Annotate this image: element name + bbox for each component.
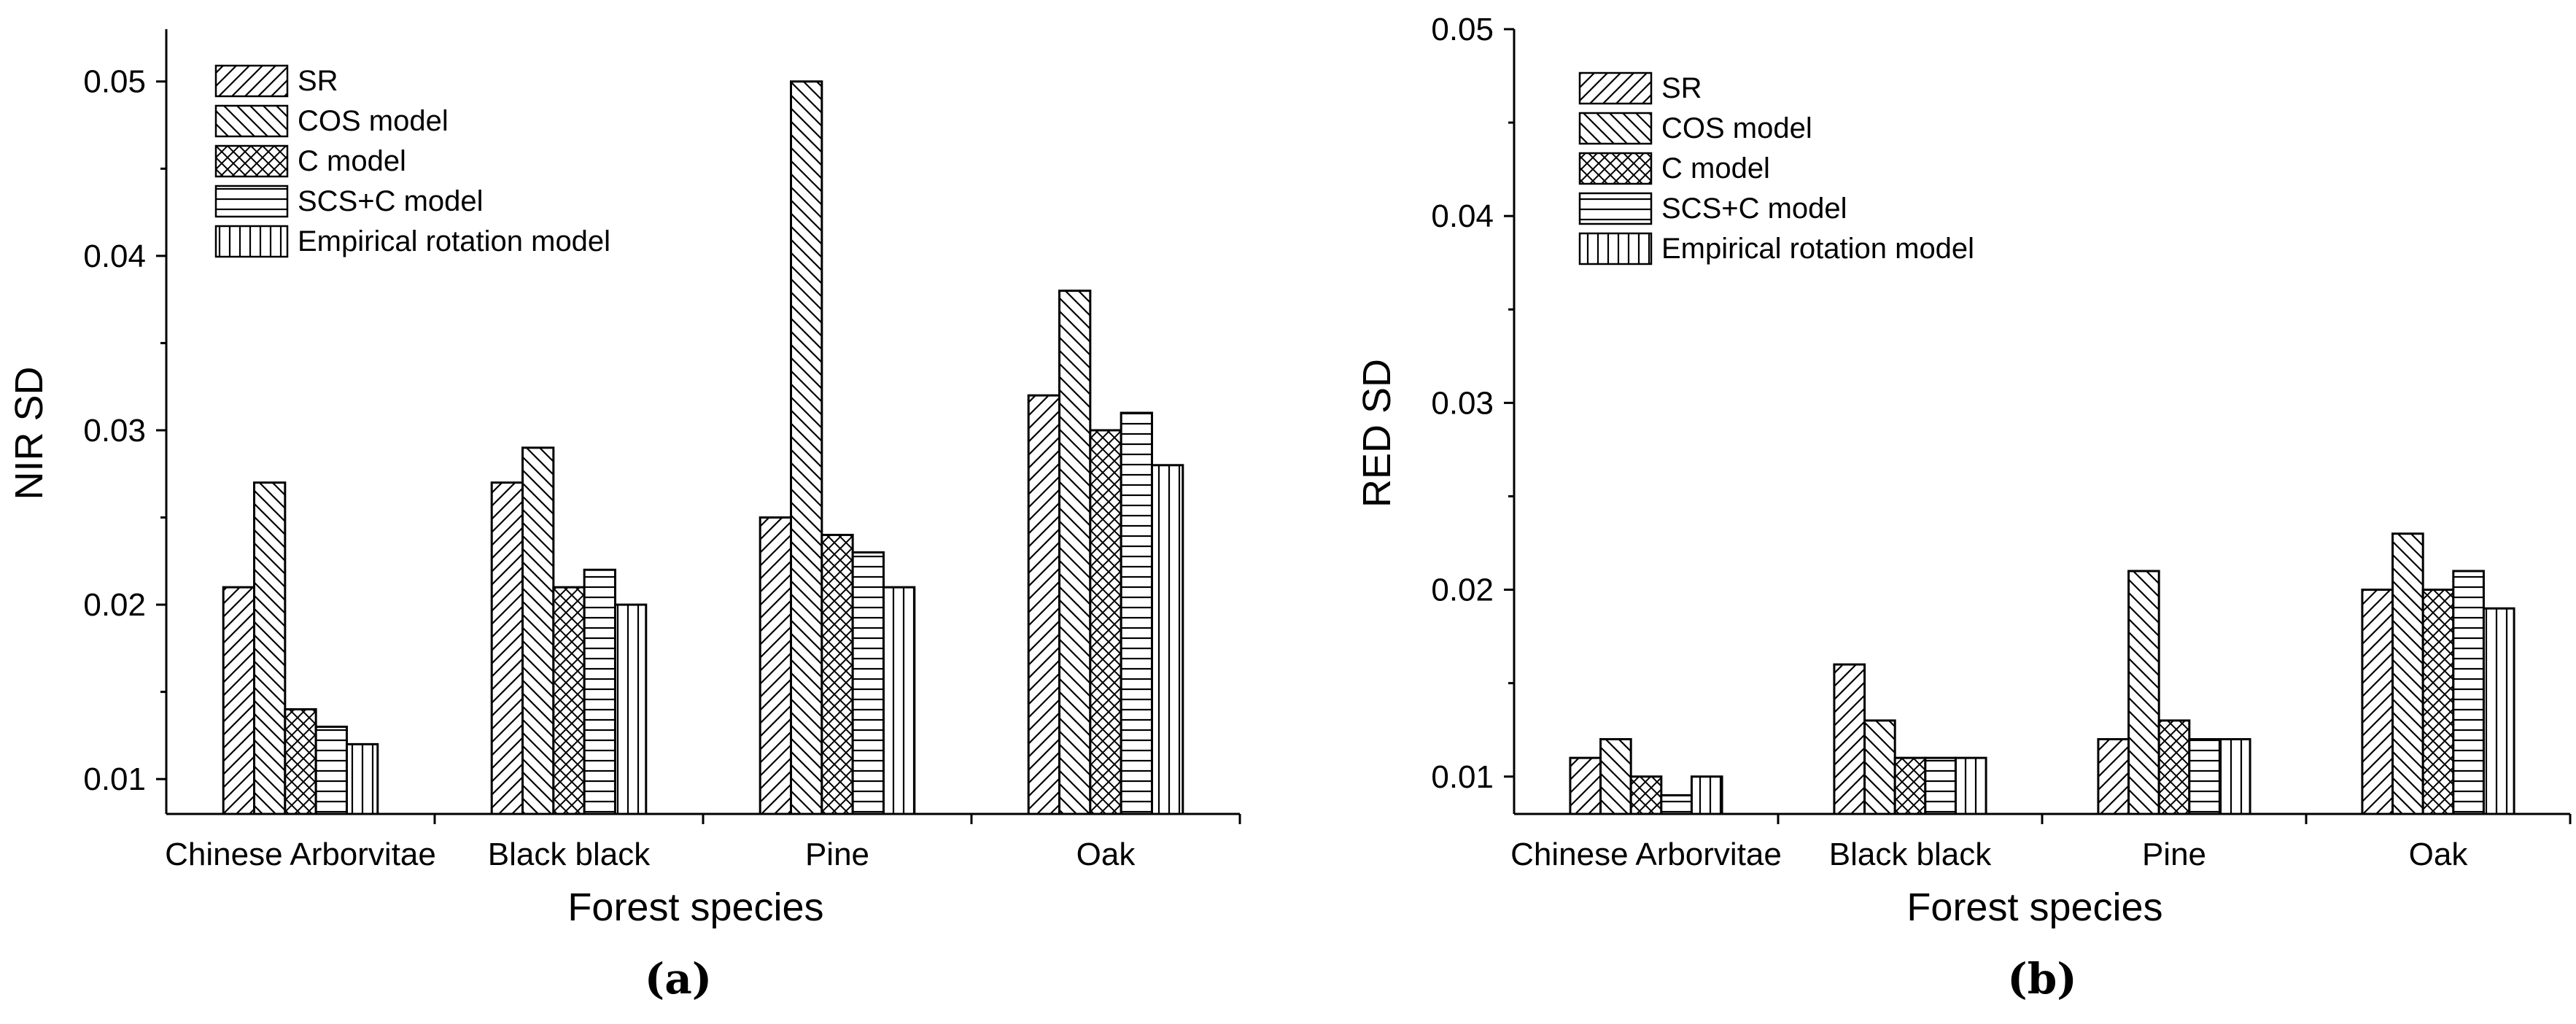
bar-cross <box>1629 775 1663 815</box>
y-tick-label: 0.03 <box>83 413 146 449</box>
legend-label: SR <box>1661 72 1702 104</box>
bar-diag-back <box>1863 719 1896 815</box>
legend-label: C model <box>298 145 406 177</box>
legend-label: SR <box>298 65 338 97</box>
bar-diag-back <box>1058 290 1092 815</box>
legend-label: COS model <box>1661 112 1812 144</box>
bar-diag-back <box>521 446 555 815</box>
legend-label: SCS+C model <box>298 185 484 217</box>
bar-horiz <box>1660 794 1693 815</box>
bar-diag-fwd <box>1833 663 1866 815</box>
y-tick-label: 0.05 <box>1431 12 1494 47</box>
bar-diag-fwd <box>1569 756 1602 815</box>
bar-vert <box>1690 775 1723 815</box>
bar-cross <box>1893 756 1927 815</box>
bar-diag-fwd <box>222 586 256 815</box>
x-category-label: Oak <box>1076 837 1136 872</box>
bar-vert <box>1954 756 1987 815</box>
y-tick-label: 0.01 <box>1431 759 1494 795</box>
x-category-label: Pine <box>2142 837 2206 872</box>
bar-vert <box>345 742 379 815</box>
bar-vert <box>613 603 648 815</box>
legend-swatch <box>214 185 289 218</box>
legend-label: COS model <box>298 105 449 137</box>
bar-horiz <box>2188 738 2221 815</box>
bar-cross <box>2421 589 2455 815</box>
bar-horiz <box>314 725 348 815</box>
y-tick-label: 0.02 <box>83 587 146 623</box>
bar-diag-fwd <box>2361 589 2394 815</box>
legend-label: SCS+C model <box>1661 193 1847 225</box>
bar-cross <box>2157 719 2191 815</box>
bar-vert <box>1150 464 1184 815</box>
bar-horiz <box>2452 570 2485 815</box>
y-tick-label: 0.04 <box>83 238 146 274</box>
x-category-label: Pine <box>805 837 869 872</box>
y-tick-label: 0.04 <box>1431 198 1494 234</box>
bar-cross <box>1089 429 1122 815</box>
legend-label: Empirical rotation model <box>1661 233 1974 265</box>
x-axis-title: Forest species <box>1906 885 2162 929</box>
bar-vert <box>882 586 916 815</box>
bar-vert <box>2482 607 2515 815</box>
bar-cross <box>820 533 854 815</box>
x-category-label: Black black <box>488 837 651 872</box>
legend-label: Empirical rotation model <box>298 225 610 257</box>
y-tick-label: 0.03 <box>1431 385 1494 421</box>
bar-diag-back <box>2391 532 2424 815</box>
y-tick-label: 0.05 <box>83 64 146 100</box>
bar-horiz <box>1924 756 1957 815</box>
x-category-label: Oak <box>2409 837 2469 872</box>
bar-diag-fwd <box>2097 738 2130 815</box>
legend-swatch <box>214 104 289 138</box>
bar-horiz <box>851 551 885 815</box>
x-category-label: Chinese Arborvitae <box>1510 837 1782 872</box>
y-tick-label: 0.02 <box>1431 573 1494 608</box>
bar-diag-back <box>790 80 823 815</box>
bar-cross <box>552 586 586 815</box>
x-category-label: Black black <box>1829 837 1993 872</box>
x-category-label: Chinese Arborvitae <box>165 837 436 872</box>
bar-horiz <box>1120 411 1153 815</box>
bar-diag-fwd <box>490 481 524 815</box>
legend-swatch <box>1578 232 1653 265</box>
legend-swatch <box>214 144 289 178</box>
y-axis-title: RED SD <box>1355 359 1399 508</box>
bar-cross <box>284 708 317 815</box>
bar-horiz <box>583 568 616 815</box>
x-axis-title: Forest species <box>567 885 823 929</box>
bar-diag-back <box>253 481 287 815</box>
bar-vert <box>2218 738 2251 815</box>
legend-swatch <box>1578 71 1653 105</box>
bar-diag-fwd <box>759 516 793 815</box>
bar-diag-back <box>2127 570 2160 815</box>
y-axis-title: NIR SD <box>7 366 51 500</box>
y-tick-label: 0.01 <box>83 761 146 797</box>
legend-swatch <box>1578 152 1653 185</box>
panel-caption: (b) <box>2007 954 2076 1004</box>
bar-diag-back <box>1599 738 1632 815</box>
panel-caption: (a) <box>645 954 712 1004</box>
legend-swatch <box>1578 192 1653 225</box>
legend-swatch <box>1578 112 1653 145</box>
legend-label: C model <box>1661 152 1770 185</box>
legend-swatch <box>214 64 289 98</box>
bar-diag-fwd <box>1027 394 1061 815</box>
legend-swatch <box>214 225 289 258</box>
panel-a: 0.01 0.02 0.03 0.04 0.05 Chinese Arborvitae Bl… <box>7 29 1241 1004</box>
panel-b: 0.01 0.02 0.03 0.04 0.05 Chinese Arborvitae Bl… <box>1355 12 2572 1004</box>
